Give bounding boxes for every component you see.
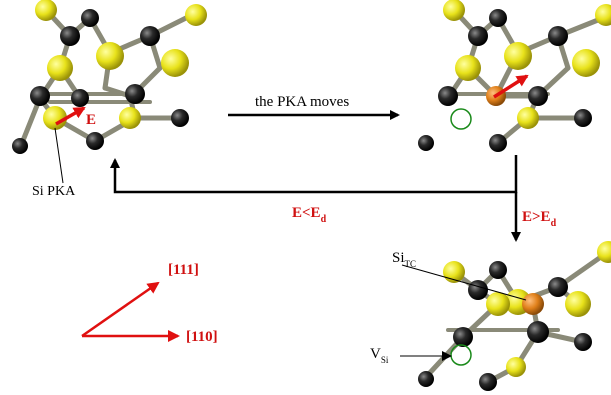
e-lt-ed-label: E<Ed bbox=[292, 205, 327, 225]
lattice-defect bbox=[418, 241, 611, 391]
dir-110-label: [110] bbox=[186, 329, 218, 345]
si-tc-atom bbox=[522, 293, 544, 315]
v-si-label: VSi bbox=[370, 346, 389, 365]
lattice-moved bbox=[418, 0, 611, 152]
si-tc-pointer bbox=[401, 264, 527, 301]
vacancy-ring-moved bbox=[450, 108, 472, 130]
lattice-initial bbox=[12, 0, 207, 154]
moved-pka-arrow bbox=[493, 74, 529, 99]
si-tc-label: SiTC bbox=[392, 250, 416, 269]
pka-moves-label: the PKA moves bbox=[255, 94, 349, 110]
e-gt-ed-label: E>Ed bbox=[522, 209, 557, 229]
si-pka-atom bbox=[43, 106, 67, 130]
si-pka-pointer bbox=[54, 127, 64, 184]
dir-111-label: [111] bbox=[168, 262, 199, 278]
energy-vector-label: E bbox=[86, 112, 96, 128]
return-arrow bbox=[110, 155, 518, 194]
si-pka-label: Si PKA bbox=[32, 184, 76, 199]
energy-vector-arrow bbox=[55, 106, 86, 126]
dir-111-arrow bbox=[81, 281, 160, 338]
vacancy-ring bbox=[450, 344, 472, 366]
